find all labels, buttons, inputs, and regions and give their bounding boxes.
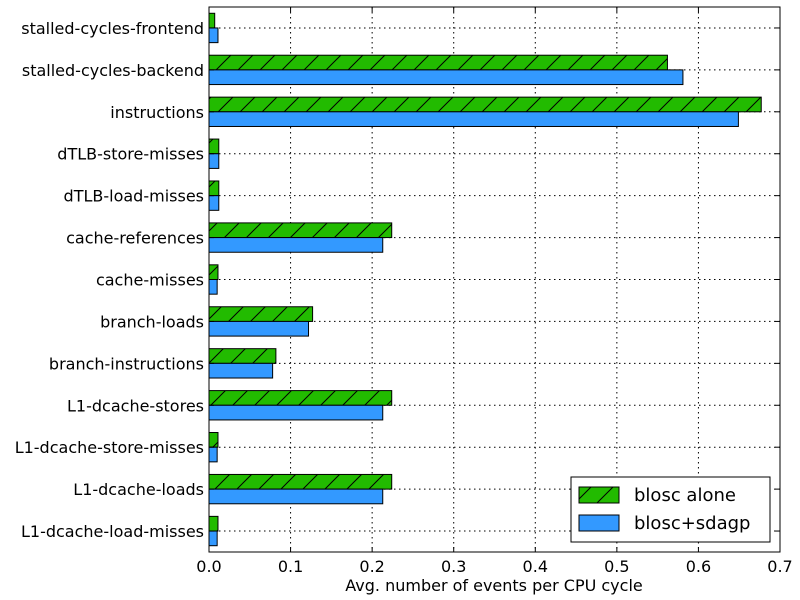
bar-blosc-sdagp [208, 446, 218, 463]
bar-blosc-sdagp [208, 279, 218, 295]
category-label: L1-dcache-stores [67, 396, 204, 415]
legend-label: blosc alone [634, 485, 736, 506]
bar-blosc-alone [208, 138, 220, 155]
x-axis-title: Avg. number of events per CPU cycle [345, 576, 642, 595]
bar-blosc-sdagp [208, 488, 384, 505]
bar-blosc-alone [208, 515, 219, 532]
bar-blosc-alone [208, 390, 393, 406]
bar-blosc-sdagp [208, 195, 220, 211]
bar-blosc-sdagp [208, 111, 739, 127]
bar-blosc-sdagp [208, 320, 310, 337]
bar-blosc-alone [208, 473, 393, 490]
bar-blosc-sdagp [208, 153, 220, 169]
category-label: cache-references [66, 229, 204, 248]
x-tick-label: 0.2 [359, 557, 384, 576]
bar-blosc-alone [208, 96, 762, 113]
legend-swatch [578, 486, 620, 504]
x-tick-label: 0.6 [686, 557, 711, 576]
bars [208, 12, 762, 547]
x-tick-label: 0.4 [523, 557, 548, 576]
bar-blosc-sdagp [208, 69, 684, 86]
bar-blosc-sdagp [208, 530, 218, 547]
bar-blosc-alone [208, 432, 219, 448]
bar-blosc-sdagp [208, 27, 219, 44]
category-label: branch-loads [100, 312, 204, 331]
bar-blosc-alone [208, 12, 216, 29]
x-tick-label: 0.3 [441, 557, 466, 576]
axis-ticks [208, 7, 781, 552]
bar-blosc-sdagp [208, 362, 274, 379]
legend-swatch [578, 514, 620, 532]
category-label: L1-dcache-load-misses [21, 522, 204, 541]
x-tick-label: 0.7 [767, 557, 792, 576]
bar-blosc-alone [208, 180, 220, 197]
category-label: cache-misses [96, 271, 204, 290]
category-label: stalled-cycles-frontend [21, 19, 204, 38]
category-label: L1-dcache-loads [73, 480, 204, 499]
category-label: stalled-cycles-backend [22, 61, 204, 80]
bar-blosc-alone [208, 264, 219, 281]
legend-label: blosc+sdagp [634, 513, 750, 534]
category-label: dTLB-store-misses [57, 145, 204, 164]
category-label: L1-dcache-store-misses [15, 438, 204, 457]
bar-blosc-alone [208, 222, 393, 239]
legend: blosc alone blosc+sdagp [570, 476, 771, 543]
bar-blosc-sdagp [208, 237, 384, 253]
bar-blosc-alone [208, 306, 314, 322]
bar-blosc-sdagp [208, 404, 384, 421]
category-label: dTLB-load-misses [64, 187, 204, 206]
x-tick-label: 0.1 [278, 557, 303, 576]
category-label: instructions [110, 103, 204, 122]
axis-labels: 0.0 0.1 0.2 0.3 0.4 0.5 0.6 0.7 stalled-cycles-f… [15, 19, 793, 576]
x-tick-label: 0.5 [604, 557, 629, 576]
bar-blosc-alone [208, 54, 668, 71]
bar-blosc-alone [208, 348, 277, 364]
category-label: branch-instructions [49, 354, 204, 373]
x-tick-label: 0.0 [196, 557, 221, 576]
